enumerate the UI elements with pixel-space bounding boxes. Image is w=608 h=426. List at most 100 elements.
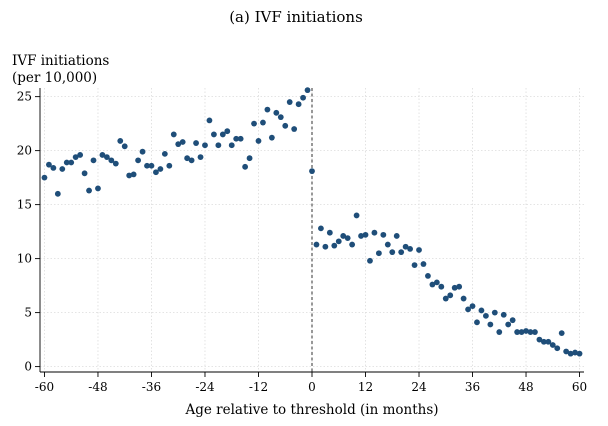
data-point xyxy=(54,190,61,197)
x-tick-label: 48 xyxy=(518,380,533,394)
data-point xyxy=(540,338,547,345)
data-point xyxy=(215,142,222,149)
data-point xyxy=(353,212,360,219)
data-point xyxy=(309,168,315,175)
data-point xyxy=(536,336,543,343)
data-point xyxy=(300,94,306,101)
data-point xyxy=(228,142,235,149)
data-point xyxy=(90,157,97,164)
data-point xyxy=(425,272,431,279)
data-point xyxy=(237,135,244,142)
data-point xyxy=(59,166,66,172)
data-point xyxy=(483,312,489,319)
data-point xyxy=(326,229,333,236)
data-point xyxy=(188,157,195,164)
data-point xyxy=(487,321,494,328)
data-point xyxy=(202,142,208,149)
data-point xyxy=(260,119,266,126)
data-point xyxy=(41,174,48,181)
data-point xyxy=(545,338,552,345)
data-point xyxy=(108,157,115,164)
data-point xyxy=(518,329,525,335)
data-point xyxy=(367,257,373,264)
data-point xyxy=(572,349,578,356)
data-point xyxy=(291,126,298,132)
data-point xyxy=(322,243,329,250)
data-point xyxy=(233,135,240,142)
data-point xyxy=(224,128,231,135)
data-point xyxy=(335,238,342,245)
data-point xyxy=(554,345,561,352)
data-point xyxy=(130,171,137,178)
data-point xyxy=(77,152,84,158)
data-point xyxy=(576,350,583,357)
data-point xyxy=(304,87,311,94)
data-point xyxy=(402,243,409,250)
y-tick-label: 0 xyxy=(24,360,32,374)
data-point xyxy=(416,247,422,253)
data-point xyxy=(206,117,213,124)
data-point xyxy=(505,321,512,328)
data-point xyxy=(273,109,280,116)
data-point xyxy=(95,185,101,192)
x-tick-label: -12 xyxy=(249,380,268,394)
data-point xyxy=(375,250,382,257)
data-point xyxy=(117,138,124,144)
data-point xyxy=(465,306,471,313)
data-point xyxy=(264,106,271,113)
x-tick-label: 36 xyxy=(465,380,480,394)
data-point xyxy=(532,329,538,335)
data-point xyxy=(282,122,289,129)
data-point xyxy=(251,120,257,127)
data-point xyxy=(558,330,565,337)
data-point xyxy=(469,303,476,310)
y-axis-title-line-1: IVF initiations xyxy=(12,53,109,69)
data-point xyxy=(500,311,507,318)
data-point xyxy=(219,131,226,138)
data-point xyxy=(81,170,88,177)
data-points xyxy=(41,87,583,357)
data-point xyxy=(456,283,463,290)
x-axis-title: Age relative to threshold (in months) xyxy=(184,402,438,418)
data-point xyxy=(211,131,217,138)
data-point xyxy=(46,161,52,168)
data-point xyxy=(318,225,324,232)
y-axis-title-line-2: (per 10,000) xyxy=(12,70,97,86)
data-point xyxy=(527,329,534,335)
x-tick-label: 60 xyxy=(572,380,587,394)
data-point xyxy=(438,283,445,290)
data-point xyxy=(112,160,119,167)
data-point xyxy=(246,155,253,162)
x-tick-label: -24 xyxy=(195,380,215,394)
data-point xyxy=(380,231,387,238)
data-point xyxy=(478,307,485,314)
data-point xyxy=(99,152,106,158)
data-point xyxy=(135,157,141,164)
data-point xyxy=(184,155,191,162)
data-point xyxy=(358,233,364,239)
y-tick-label: 5 xyxy=(24,306,32,320)
data-point xyxy=(389,249,396,256)
data-point xyxy=(242,163,249,170)
data-point xyxy=(157,166,164,172)
data-point xyxy=(295,101,302,108)
data-point xyxy=(384,241,391,248)
data-point xyxy=(175,141,182,148)
y-tick-label: 10 xyxy=(17,252,32,266)
data-point xyxy=(331,242,338,249)
y-tick-label: 25 xyxy=(17,90,32,104)
data-point xyxy=(344,235,351,241)
data-point xyxy=(509,317,516,324)
data-point xyxy=(50,165,57,171)
x-tick-label: -48 xyxy=(88,380,107,394)
data-point xyxy=(393,233,400,239)
data-point xyxy=(429,281,436,288)
data-point xyxy=(72,154,79,161)
data-point xyxy=(148,162,155,169)
data-point xyxy=(496,329,503,335)
data-point xyxy=(349,241,356,248)
data-point xyxy=(411,262,418,268)
data-point xyxy=(121,143,128,150)
x-axis-ticks: -60 -48 -36 -24 -12 0 12 24 36 48 60 xyxy=(35,372,587,394)
